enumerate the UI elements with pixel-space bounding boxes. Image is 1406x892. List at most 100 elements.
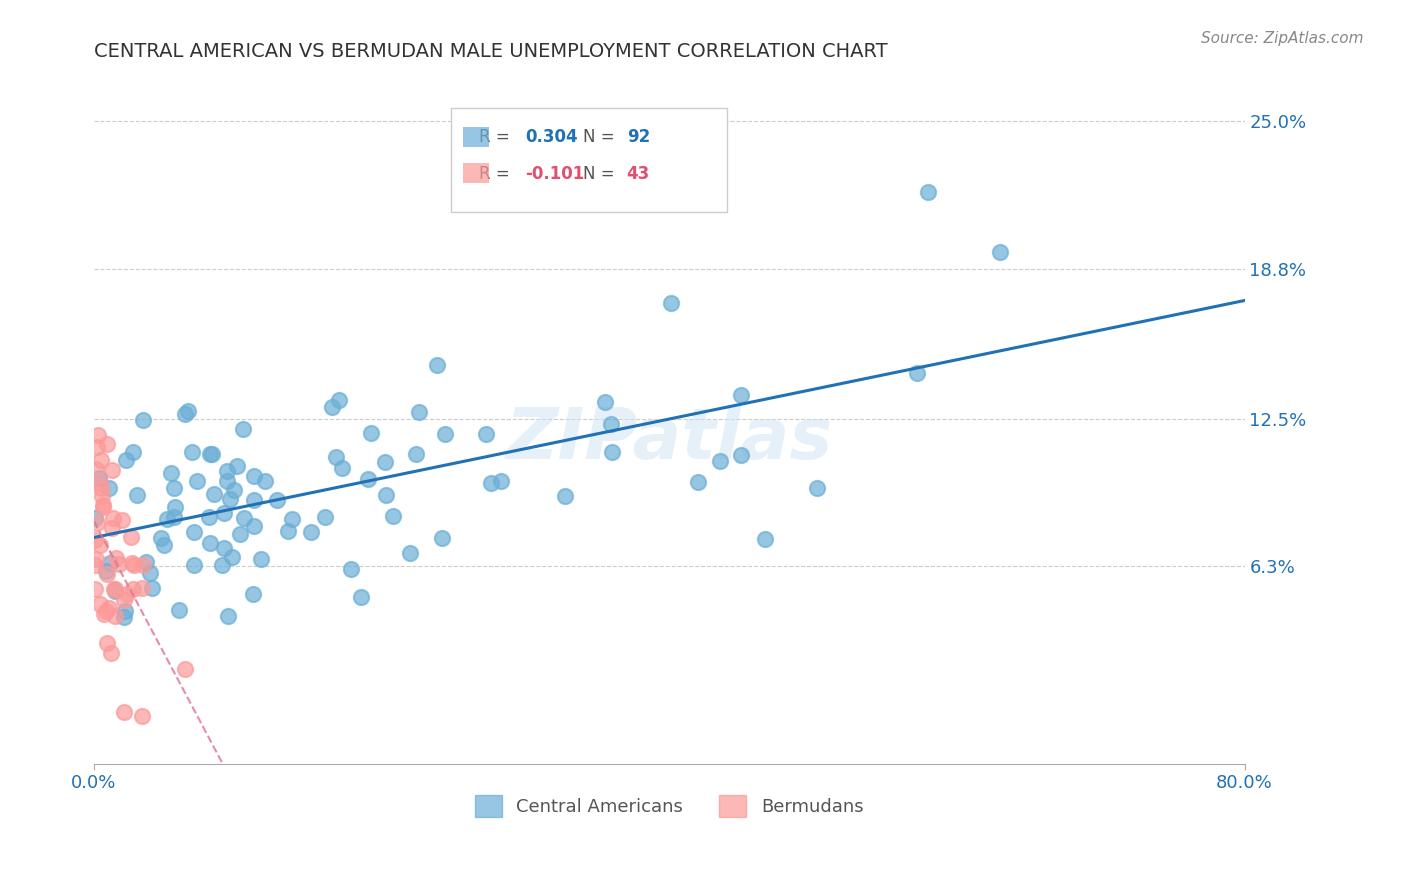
- Point: [112, 610, 135, 624]
- Point: [104, 582, 127, 597]
- Point: [686, 475, 709, 489]
- Point: [266, 492, 288, 507]
- Point: [232, 422, 254, 436]
- Point: [103, 582, 125, 596]
- Point: [91, 489, 114, 503]
- Text: 0.304: 0.304: [526, 128, 578, 146]
- Point: [198, 446, 221, 460]
- Point: [89, 471, 111, 485]
- Point: [98, 600, 121, 615]
- Point: [405, 447, 427, 461]
- Point: [217, 474, 239, 488]
- Text: N =: N =: [583, 128, 620, 146]
- Point: [325, 450, 347, 464]
- Point: [114, 453, 136, 467]
- Point: [183, 558, 205, 572]
- Point: [382, 509, 405, 524]
- Point: [554, 489, 576, 503]
- Point: [135, 555, 157, 569]
- Point: [86, 462, 108, 476]
- Point: [124, 558, 146, 573]
- Point: [600, 417, 623, 431]
- Point: [100, 647, 122, 661]
- Point: [94, 604, 117, 618]
- Point: [479, 476, 502, 491]
- Point: [374, 455, 396, 469]
- Point: [84, 582, 107, 597]
- Point: [131, 558, 153, 572]
- Point: [349, 590, 371, 604]
- Point: [139, 566, 162, 580]
- Point: [108, 557, 131, 571]
- Point: [101, 510, 124, 524]
- Point: [173, 407, 195, 421]
- Point: [173, 662, 195, 676]
- Point: [96, 636, 118, 650]
- Point: [730, 448, 752, 462]
- Point: [212, 506, 235, 520]
- Point: [162, 481, 184, 495]
- Point: [905, 367, 928, 381]
- Point: [165, 500, 187, 514]
- Point: [198, 536, 221, 550]
- Point: [100, 521, 122, 535]
- Point: [100, 463, 122, 477]
- Point: [84, 558, 107, 572]
- Point: [243, 492, 266, 507]
- Point: [254, 474, 277, 488]
- Point: [602, 444, 624, 458]
- Point: [121, 582, 143, 596]
- Point: [125, 487, 148, 501]
- Point: [408, 405, 430, 419]
- Point: [177, 404, 200, 418]
- Point: [86, 440, 108, 454]
- Point: [86, 516, 108, 530]
- Point: [249, 551, 271, 566]
- Point: [152, 538, 174, 552]
- Point: [91, 500, 114, 514]
- Text: -0.101: -0.101: [526, 164, 585, 183]
- Point: [221, 550, 243, 565]
- Point: [114, 604, 136, 618]
- Text: N =: N =: [583, 164, 620, 183]
- Point: [277, 524, 299, 538]
- Point: [330, 461, 353, 475]
- FancyBboxPatch shape: [450, 108, 727, 211]
- Point: [426, 358, 449, 372]
- Point: [242, 587, 264, 601]
- Point: [91, 498, 114, 512]
- Point: [97, 481, 120, 495]
- Point: [222, 483, 245, 498]
- Point: [299, 525, 322, 540]
- Point: [84, 510, 107, 524]
- Point: [730, 388, 752, 402]
- Point: [243, 468, 266, 483]
- Text: 92: 92: [627, 128, 650, 146]
- Point: [122, 445, 145, 459]
- Point: [115, 587, 138, 601]
- Point: [181, 445, 204, 459]
- Point: [398, 546, 420, 560]
- Point: [215, 464, 238, 478]
- Point: [141, 581, 163, 595]
- Point: [217, 608, 239, 623]
- Point: [120, 530, 142, 544]
- Point: [357, 472, 380, 486]
- Point: [89, 538, 111, 552]
- Point: [132, 413, 155, 427]
- Point: [84, 533, 107, 547]
- Point: [226, 458, 249, 473]
- Point: [183, 524, 205, 539]
- Point: [156, 512, 179, 526]
- Point: [162, 509, 184, 524]
- Point: [430, 532, 453, 546]
- Point: [475, 426, 498, 441]
- Point: [87, 428, 110, 442]
- Text: R =: R =: [479, 128, 516, 146]
- Point: [90, 481, 112, 495]
- Text: CENTRAL AMERICAN VS BERMUDAN MALE UNEMPLOYMENT CORRELATION CHART: CENTRAL AMERICAN VS BERMUDAN MALE UNEMPL…: [94, 42, 887, 61]
- Text: ZIPatlas: ZIPatlas: [506, 405, 832, 474]
- Point: [167, 602, 190, 616]
- Text: 43: 43: [627, 164, 650, 183]
- Text: Source: ZipAtlas.com: Source: ZipAtlas.com: [1201, 31, 1364, 46]
